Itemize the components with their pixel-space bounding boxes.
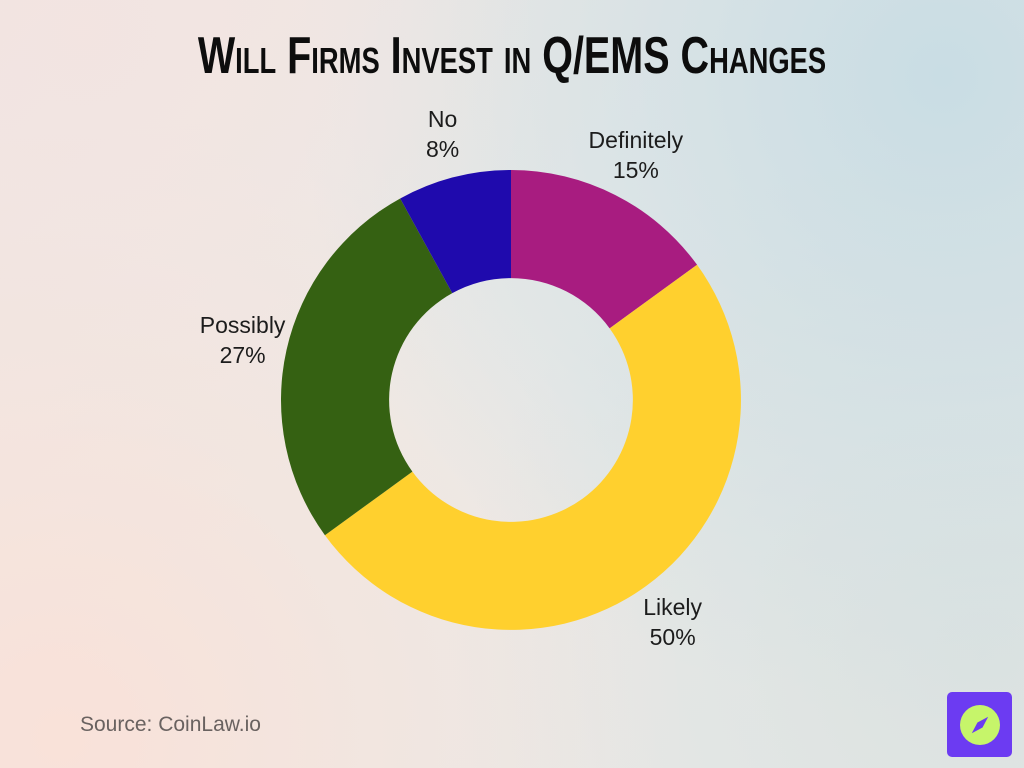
segment-label-no: No 8% [426,104,459,164]
donut-segment-no [400,170,511,294]
chart-title: Will Firms Invest in Q/EMS Changes [197,27,827,85]
compass-icon [959,704,1000,745]
segment-label-text: Definitely [588,126,684,153]
segment-label-possibly: Possibly 27% [200,310,286,370]
donut-segment-definitely [511,170,698,329]
segment-label-text: Possibly [199,312,286,338]
segment-label-definitely: Definitely 15% [589,125,684,185]
source-note: Source: CoinLaw.io [80,713,261,736]
donut-segment-possibly [281,198,453,536]
segment-label-text: Likely [643,594,703,621]
segment-label-value: 27% [219,342,266,368]
segment-label-likely: Likely 50% [643,592,702,652]
segment-label-text: No [427,105,458,132]
donut-segment-likely [324,264,741,630]
compass-needle [971,716,988,733]
coinlaw-logo [947,692,1012,757]
segment-label-value: 8% [425,135,460,162]
segment-label-value: 50% [649,624,696,651]
segment-label-value: 15% [612,156,659,183]
